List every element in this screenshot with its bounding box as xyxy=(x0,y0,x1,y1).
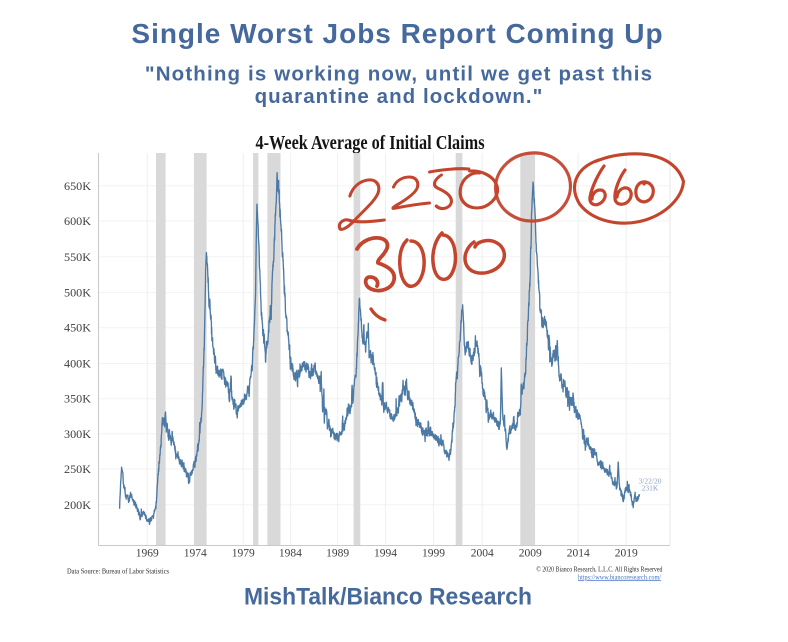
svg-text:1969: 1969 xyxy=(136,548,159,560)
svg-text:quarantine and lockdown.": quarantine and lockdown." xyxy=(255,85,544,108)
svg-text:© 2020 Bianco Research, L.L.C: © 2020 Bianco Research, L.L.C. All Right… xyxy=(536,564,662,573)
svg-text:MishTalk/Bianco Research: MishTalk/Bianco Research xyxy=(244,584,532,611)
svg-text:400K: 400K xyxy=(64,359,92,371)
svg-text:300K: 300K xyxy=(64,429,92,441)
svg-text:Data Source: Bureau of Labor S: Data Source: Bureau of Labor Statistics xyxy=(67,567,169,576)
svg-text:1974: 1974 xyxy=(184,548,207,560)
svg-text:200K: 200K xyxy=(64,500,92,512)
svg-text:450K: 450K xyxy=(64,323,92,335)
svg-text:250K: 250K xyxy=(64,464,92,476)
svg-text:600K: 600K xyxy=(64,216,92,228)
svg-text:1989: 1989 xyxy=(326,548,349,560)
svg-text:1994: 1994 xyxy=(374,548,397,560)
svg-text:1984: 1984 xyxy=(279,548,302,560)
svg-text:2009: 2009 xyxy=(519,548,542,560)
svg-text:500K: 500K xyxy=(64,288,92,300)
svg-text:350K: 350K xyxy=(64,394,92,406)
svg-text:3/22/20: 3/22/20 xyxy=(639,477,662,486)
svg-text:https://www.biancoresearch.com: https://www.biancoresearch.com/ xyxy=(578,572,662,581)
svg-text:231K: 231K xyxy=(642,484,659,493)
svg-text:1999: 1999 xyxy=(422,548,445,560)
svg-text:Single Worst Jobs Report Comin: Single Worst Jobs Report Coming Up xyxy=(131,18,663,49)
svg-text:2004: 2004 xyxy=(471,548,494,560)
svg-text:2019: 2019 xyxy=(615,548,638,560)
svg-text:"Nothing is working now, until: "Nothing is working now, until we get pa… xyxy=(145,63,653,86)
svg-text:4-Week Average of Initial Clai: 4-Week Average of Initial Claims xyxy=(255,132,484,154)
svg-text:550K: 550K xyxy=(64,252,92,264)
svg-text:2014: 2014 xyxy=(567,548,590,560)
svg-text:1979: 1979 xyxy=(232,548,255,560)
svg-text:650K: 650K xyxy=(64,181,92,193)
